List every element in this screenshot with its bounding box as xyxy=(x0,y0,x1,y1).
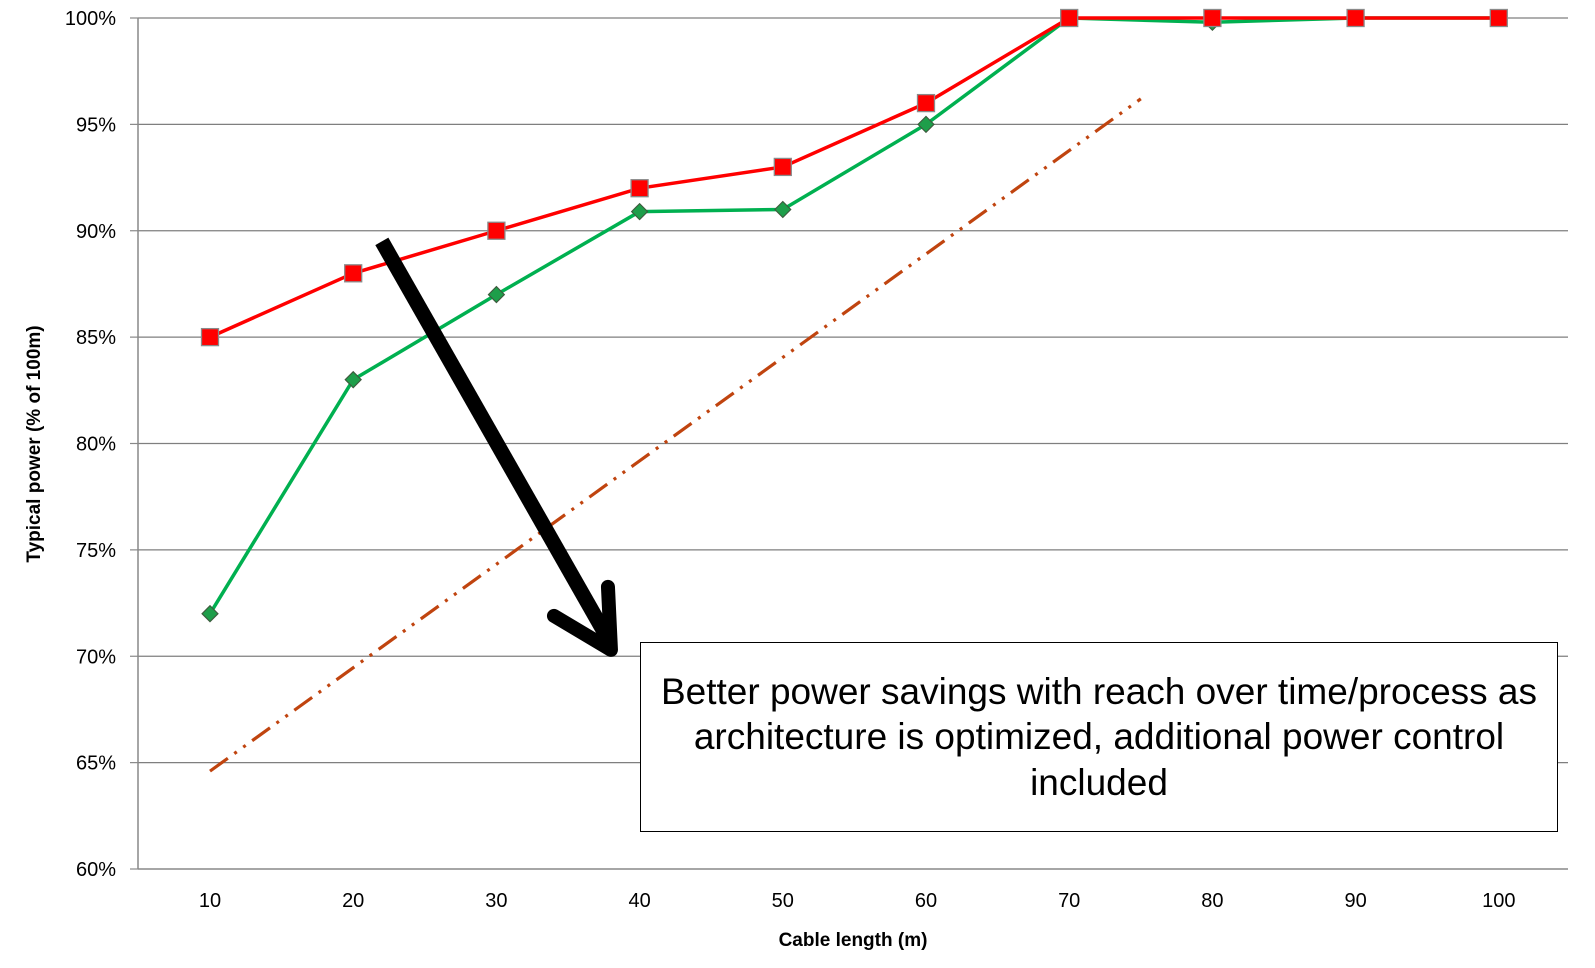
y-tick-label: 70% xyxy=(76,646,116,668)
x-tick-label: 80 xyxy=(1201,890,1223,912)
x-tick-label: 90 xyxy=(1344,890,1366,912)
y-axis-ticks: 60% 65% 70% 75% 80% 85% 90% 95% 100% xyxy=(65,8,138,881)
y-tick-label: 85% xyxy=(76,327,116,349)
series-line xyxy=(209,16,1499,339)
trend-line xyxy=(209,97,1142,773)
x-tick-label: 40 xyxy=(628,890,650,912)
series-line xyxy=(208,16,1499,615)
y-axis-title: Typical power (% of 100m) xyxy=(24,325,45,562)
x-tick-label: 20 xyxy=(342,890,364,912)
data-point xyxy=(487,221,506,240)
data-point xyxy=(1203,8,1222,28)
x-tick-label: 60 xyxy=(915,890,937,912)
x-axis-title: Cable length (m) xyxy=(779,930,928,951)
x-tick-label: 30 xyxy=(485,890,507,912)
data-point xyxy=(774,200,792,219)
data-point xyxy=(1346,8,1365,28)
y-tick-label: 95% xyxy=(76,114,116,136)
y-tick-label: 75% xyxy=(76,540,116,562)
annotation-arrow xyxy=(375,237,618,657)
arrow-shaft xyxy=(375,237,618,648)
data-point xyxy=(773,157,792,177)
y-tick-label: 60% xyxy=(76,859,116,881)
x-tick-label: 70 xyxy=(1058,890,1080,912)
x-tick-label: 50 xyxy=(772,890,794,912)
y-tick-label: 80% xyxy=(76,434,116,456)
data-point xyxy=(630,202,649,221)
data-point xyxy=(1489,8,1508,28)
y-tick-label: 100% xyxy=(65,8,116,30)
annotation-box: Better power savings with reach over tim… xyxy=(640,642,1558,832)
x-tick-label: 10 xyxy=(199,890,221,912)
data-point xyxy=(916,93,936,113)
annotation-text: Better power savings with reach over tim… xyxy=(660,671,1538,803)
data-point xyxy=(487,285,506,304)
x-tick-label: 100 xyxy=(1482,890,1515,912)
x-axis-ticks: 10 20 30 40 50 60 70 80 90 100 xyxy=(199,890,1516,912)
arrow-head xyxy=(546,579,618,657)
data-point xyxy=(344,264,363,283)
series-group xyxy=(200,8,1508,623)
data-point xyxy=(917,115,935,134)
data-point xyxy=(1060,8,1079,28)
data-point xyxy=(630,179,649,198)
y-tick-label: 90% xyxy=(76,221,116,243)
data-point xyxy=(200,327,220,347)
gridlines xyxy=(138,17,1568,764)
trend-line-path xyxy=(209,97,1142,773)
y-tick-label: 65% xyxy=(76,753,116,775)
data-point xyxy=(344,370,362,389)
data-point xyxy=(201,604,219,623)
